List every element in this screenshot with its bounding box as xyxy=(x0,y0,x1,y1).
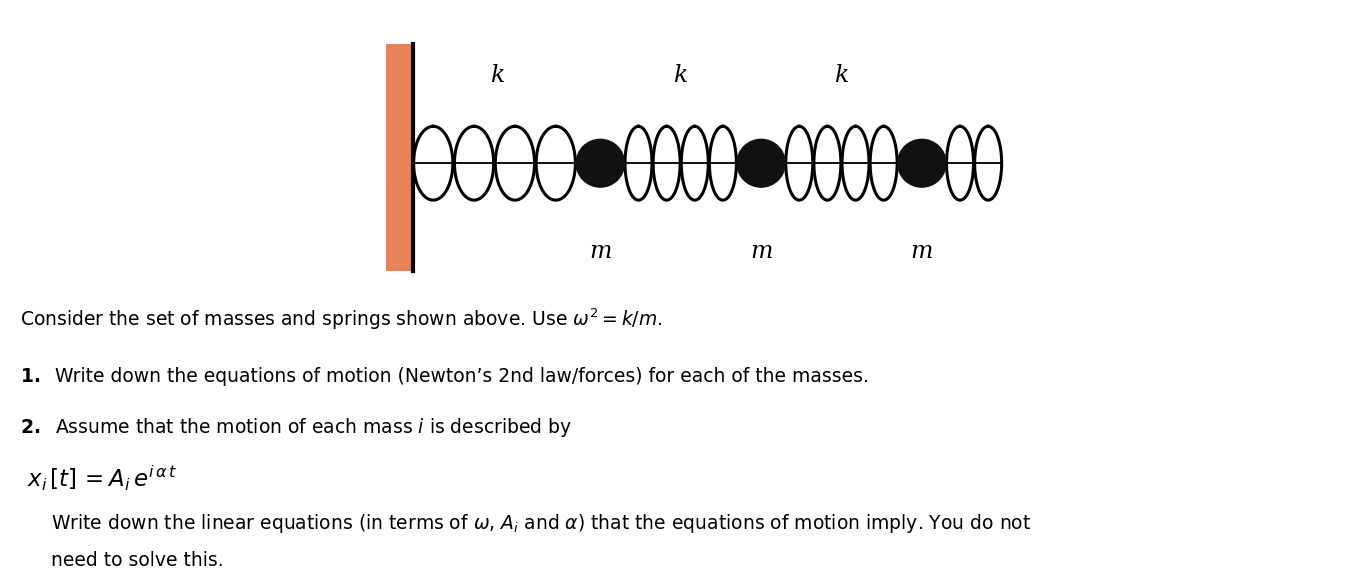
Text: m: m xyxy=(911,240,933,263)
Text: need to solve this.: need to solve this. xyxy=(51,552,224,570)
Text: $\mathbf{1.}$: $\mathbf{1.}$ xyxy=(20,367,40,386)
Ellipse shape xyxy=(737,139,785,187)
Text: Assume that the motion of each mass $i$ is described by: Assume that the motion of each mass $i$ … xyxy=(55,416,573,439)
Text: k: k xyxy=(834,63,849,87)
Text: k: k xyxy=(674,63,687,87)
Text: $x_i\,[t]\, = A_i\, e^{i\,\alpha\, t}$: $x_i\,[t]\, = A_i\, e^{i\,\alpha\, t}$ xyxy=(27,464,177,493)
Ellipse shape xyxy=(898,139,946,187)
Text: Consider the set of masses and springs shown above. Use $\omega^2 = k/m$.: Consider the set of masses and springs s… xyxy=(20,307,663,332)
Text: $\mathbf{2.}$: $\mathbf{2.}$ xyxy=(20,418,40,437)
Text: m: m xyxy=(749,240,772,263)
Bar xyxy=(386,44,412,271)
Text: Write down the equations of motion (Newton’s 2nd law/forces) for each of the mas: Write down the equations of motion (Newt… xyxy=(55,367,869,386)
Text: k: k xyxy=(489,63,504,87)
Text: m: m xyxy=(589,240,612,263)
Ellipse shape xyxy=(576,139,624,187)
Text: Write down the linear equations (in terms of $\omega$, $A_i$ and $\alpha$) that : Write down the linear equations (in term… xyxy=(51,512,1031,535)
